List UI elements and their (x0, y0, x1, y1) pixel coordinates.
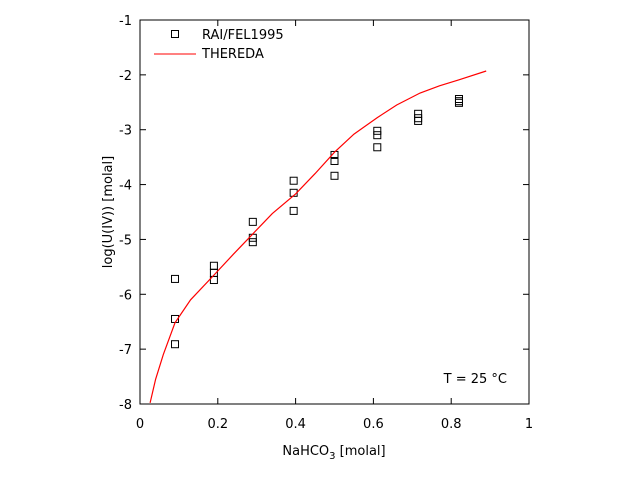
y-tick-label: -4 (119, 179, 132, 194)
data-point-rai-fel1995 (330, 171, 339, 180)
x-tick-label: 0.6 (363, 417, 384, 432)
y-tick-label: -5 (119, 233, 132, 248)
data-point-rai-fel1995 (248, 217, 257, 226)
y-tick-label: -2 (119, 69, 132, 84)
x-tick-label: 0.4 (285, 417, 306, 432)
annotation-temperature: T = 25 °C (443, 372, 507, 387)
data-point-rai-fel1995 (248, 233, 257, 242)
plot-frame (139, 19, 530, 405)
data-point-rai-fel1995 (373, 126, 382, 135)
x-tick-label: 0.8 (441, 417, 462, 432)
data-point-rai-fel1995 (414, 109, 423, 118)
data-point-rai-fel1995 (171, 274, 180, 283)
y-tick-label: -6 (119, 288, 132, 303)
y-axis-label: log(U(IV)) [molal] (101, 156, 116, 268)
y-tick-label: -1 (119, 14, 132, 29)
y-tick-label: -8 (119, 398, 132, 413)
legend-label-thereda: THEREDA (201, 47, 264, 62)
data-point-rai-fel1995 (414, 116, 423, 125)
data-point-rai-fel1995 (209, 261, 218, 270)
legend-marker-rai-fel1995 (171, 30, 179, 38)
legend: RAI/FEL1995 THEREDA (154, 28, 284, 62)
x-axis-label: NaHCO3 [molal] (282, 444, 385, 462)
data-point-rai-fel1995 (209, 276, 218, 285)
data-point-rai-fel1995 (373, 143, 382, 152)
x-axis: 0 0.2 0.4 0.6 0.8 1 (136, 20, 533, 432)
data-point-rai-fel1995 (454, 97, 463, 106)
series-group (149, 70, 487, 404)
x-tick-label: 0 (136, 417, 144, 432)
data-point-rai-fel1995 (414, 114, 423, 123)
data-point-rai-fel1995 (171, 340, 180, 349)
data-point-rai-fel1995 (248, 238, 257, 247)
data-point-rai-fel1995 (330, 156, 339, 165)
y-tick-label: -7 (119, 343, 132, 358)
data-point-rai-fel1995 (373, 131, 382, 140)
thereda-line (149, 70, 487, 404)
data-point-rai-fel1995 (289, 206, 298, 215)
legend-label-rai-fel1995: RAI/FEL1995 (202, 28, 284, 43)
data-point-rai-fel1995 (454, 98, 463, 107)
y-tick-label: -3 (119, 124, 132, 139)
data-point-rai-fel1995 (289, 176, 298, 185)
x-tick-label: 1 (525, 417, 533, 432)
y-axis: -8 -7 -6 -5 -4 -3 -2 -1 (119, 14, 529, 413)
x-tick-label: 0.2 (207, 417, 228, 432)
